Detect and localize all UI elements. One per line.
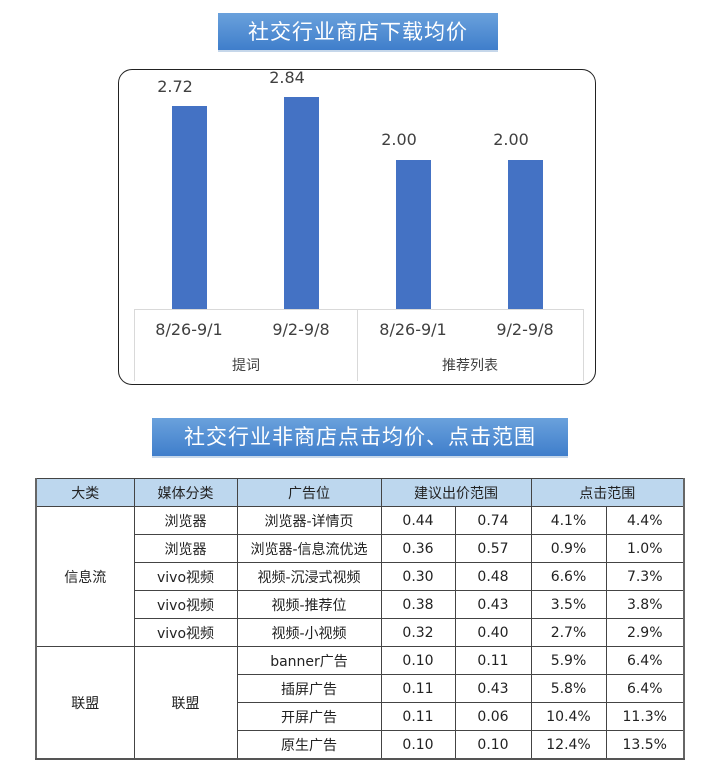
bid-min-cell: 0.36 bbox=[380, 534, 456, 563]
slot-cell: 插屏广告 bbox=[236, 674, 382, 703]
bid-max-cell: 0.74 bbox=[454, 506, 532, 535]
category-cell: 联盟 bbox=[35, 646, 135, 760]
click-max-cell: 6.4% bbox=[605, 674, 685, 703]
bid-min-cell: 0.11 bbox=[380, 702, 456, 731]
bid-max-cell: 0.06 bbox=[454, 702, 532, 731]
slot-cell: 原生广告 bbox=[236, 730, 382, 760]
bid-max-cell: 0.48 bbox=[454, 562, 532, 591]
x-axis-line bbox=[134, 309, 583, 310]
click-max-cell: 2.9% bbox=[605, 618, 685, 647]
bar-value-label: 2.00 bbox=[493, 130, 529, 149]
bid-min-cell: 0.32 bbox=[380, 618, 456, 647]
axis-left-tick bbox=[134, 309, 135, 381]
click-max-cell: 11.3% bbox=[605, 702, 685, 731]
click-max-cell: 7.3% bbox=[605, 562, 685, 591]
bid-min-cell: 0.38 bbox=[380, 590, 456, 619]
table-row: 联盟 联盟 banner广告 0.10 0.11 5.9% 6.4% bbox=[35, 646, 685, 760]
table-row: 浏览器 浏览器-信息流优选 0.36 0.57 0.9% 1.0% bbox=[36, 534, 685, 563]
axis-group-divider bbox=[357, 309, 358, 381]
bar-chart: 2.72 2.84 2.00 2.00 8/26-9/1 9/2-9/8 8/2… bbox=[118, 68, 596, 385]
table-row: 开屏广告 0.11 0.06 10.4% 11.3% bbox=[36, 702, 685, 731]
bar-recommend-0826 bbox=[396, 160, 431, 309]
bar-value-label: 2.72 bbox=[157, 77, 193, 96]
click-max-cell: 13.5% bbox=[605, 730, 685, 760]
table-row: vivo视频 视频-小视频 0.32 0.40 2.7% 2.9% bbox=[36, 618, 685, 647]
click-max-cell: 4.4% bbox=[605, 506, 685, 535]
table-row: vivo视频 视频-推荐位 0.38 0.43 3.5% 3.8% bbox=[36, 590, 685, 619]
x-tick-label: 8/26-9/1 bbox=[155, 320, 223, 339]
bid-max-cell: 0.10 bbox=[454, 730, 532, 760]
click-min-cell: 3.5% bbox=[530, 590, 607, 619]
media-cell: vivo视频 bbox=[133, 562, 238, 591]
bar-recommend-0902 bbox=[508, 160, 543, 309]
header-slot: 广告位 bbox=[236, 478, 382, 507]
bid-max-cell: 0.11 bbox=[454, 646, 532, 675]
header-click-range: 点击范围 bbox=[530, 478, 685, 507]
x-tick-label: 9/2-9/8 bbox=[496, 320, 554, 339]
slot-cell: 开屏广告 bbox=[236, 702, 382, 731]
click-min-cell: 4.1% bbox=[530, 506, 607, 535]
media-cell: vivo视频 bbox=[133, 590, 238, 619]
bar-tici-0902 bbox=[284, 97, 319, 309]
bid-max-cell: 0.43 bbox=[454, 590, 532, 619]
click-min-cell: 0.9% bbox=[530, 534, 607, 563]
header-category: 大类 bbox=[35, 478, 135, 507]
bid-max-cell: 0.57 bbox=[454, 534, 532, 563]
category-cell: 信息流 bbox=[35, 506, 135, 647]
bid-min-cell: 0.30 bbox=[380, 562, 456, 591]
click-min-cell: 6.6% bbox=[530, 562, 607, 591]
table-row: 信息流 浏览器 浏览器-详情页 0.44 0.74 4.1% 4.4% bbox=[35, 506, 685, 647]
slot-cell: banner广告 bbox=[236, 646, 382, 675]
bar-value-label: 2.00 bbox=[381, 130, 417, 149]
axis-right-tick bbox=[583, 309, 584, 381]
x-group-label: 推荐列表 bbox=[442, 358, 498, 374]
click-min-cell: 10.4% bbox=[530, 702, 607, 731]
click-max-cell: 6.4% bbox=[605, 646, 685, 675]
bar-tici-0826 bbox=[172, 106, 207, 309]
slot-cell: 视频-小视频 bbox=[236, 618, 382, 647]
slot-cell: 视频-推荐位 bbox=[236, 590, 382, 619]
media-cell: vivo视频 bbox=[133, 618, 238, 647]
bid-min-cell: 0.10 bbox=[380, 646, 456, 675]
media-cell: 联盟 bbox=[133, 646, 238, 760]
header-bid-range: 建议出价范围 bbox=[380, 478, 532, 507]
bar-value-label: 2.84 bbox=[269, 68, 305, 87]
click-max-cell: 1.0% bbox=[605, 534, 685, 563]
slot-cell: 视频-沉浸式视频 bbox=[236, 562, 382, 591]
bid-min-cell: 0.44 bbox=[380, 506, 456, 535]
table-title-banner: 社交行业非商店点击均价、点击范围 bbox=[152, 418, 568, 458]
chart-title-banner: 社交行业商店下载均价 bbox=[218, 13, 498, 52]
slot-cell: 浏览器-信息流优选 bbox=[236, 534, 382, 563]
x-tick-label: 8/26-9/1 bbox=[379, 320, 447, 339]
bid-min-cell: 0.11 bbox=[380, 674, 456, 703]
x-group-label: 提词 bbox=[232, 358, 260, 374]
price-table: 大类 媒体分类 广告位 建议出价范围 点击范围 信息流 浏览器 浏览器-详情页 … bbox=[35, 478, 685, 760]
click-min-cell: 2.7% bbox=[530, 618, 607, 647]
table-row: 原生广告 0.10 0.10 12.4% 13.5% bbox=[36, 730, 685, 760]
bid-min-cell: 0.10 bbox=[380, 730, 456, 760]
click-max-cell: 3.8% bbox=[605, 590, 685, 619]
media-cell: 浏览器 bbox=[133, 534, 238, 563]
table-header-row: 大类 媒体分类 广告位 建议出价范围 点击范围 bbox=[35, 478, 685, 507]
bid-max-cell: 0.40 bbox=[454, 618, 532, 647]
table-row: vivo视频 视频-沉浸式视频 0.30 0.48 6.6% 7.3% bbox=[36, 562, 685, 591]
media-cell: 浏览器 bbox=[133, 506, 238, 535]
x-tick-label: 9/2-9/8 bbox=[272, 320, 330, 339]
bid-max-cell: 0.43 bbox=[454, 674, 532, 703]
click-min-cell: 5.9% bbox=[530, 646, 607, 675]
click-min-cell: 5.8% bbox=[530, 674, 607, 703]
header-media: 媒体分类 bbox=[133, 478, 238, 507]
slot-cell: 浏览器-详情页 bbox=[236, 506, 382, 535]
table-row: 插屏广告 0.11 0.43 5.8% 6.4% bbox=[36, 674, 685, 703]
click-min-cell: 12.4% bbox=[530, 730, 607, 760]
